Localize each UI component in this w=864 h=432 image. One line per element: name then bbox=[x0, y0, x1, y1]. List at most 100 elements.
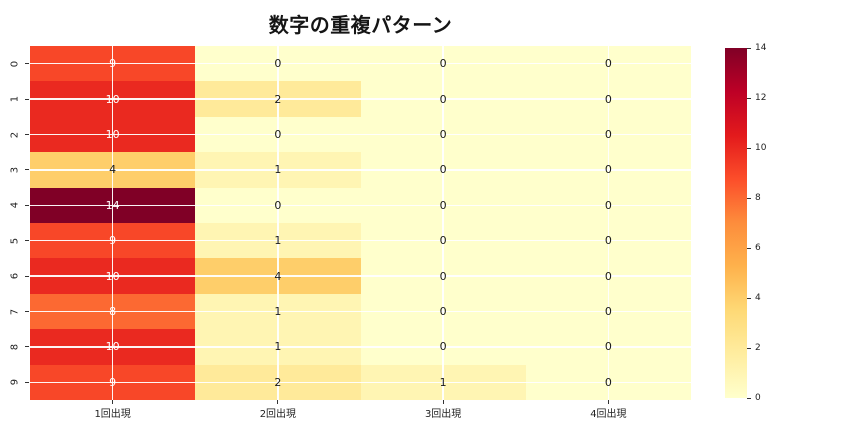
colorbar-tick-mark bbox=[747, 197, 751, 199]
y-tick-label: 3 bbox=[9, 166, 21, 174]
cell-value: 9 bbox=[109, 57, 117, 71]
cell-value: 14 bbox=[105, 198, 120, 212]
cell-value: 4 bbox=[109, 163, 117, 177]
colorbar-tick-mark bbox=[747, 297, 751, 299]
cell-value: 0 bbox=[274, 198, 282, 212]
x-tick-label: 2回出現 bbox=[259, 409, 297, 420]
cell-value: 0 bbox=[604, 375, 612, 389]
cell-value: 0 bbox=[604, 234, 612, 248]
cell-value: 0 bbox=[439, 340, 447, 354]
colorbar-tick-label: 8 bbox=[755, 193, 761, 203]
colorbar-tick-label: 6 bbox=[755, 243, 761, 253]
cell-value: 1 bbox=[274, 304, 282, 318]
colorbar bbox=[725, 48, 747, 398]
cell-value: 0 bbox=[439, 234, 447, 248]
x-tick-label: 1回出現 bbox=[94, 409, 131, 420]
cell-value: 4 bbox=[274, 269, 282, 283]
cell-value: 0 bbox=[604, 269, 612, 283]
cell-value: 8 bbox=[109, 304, 117, 318]
gridline-horizontal bbox=[30, 275, 691, 277]
y-tick-mark bbox=[25, 169, 29, 171]
cell-value: 0 bbox=[604, 304, 612, 318]
cell-value: 2 bbox=[274, 375, 282, 389]
cell-value: 0 bbox=[439, 198, 447, 212]
gridline-vertical bbox=[442, 46, 444, 400]
cell-value: 0 bbox=[604, 57, 612, 71]
x-tick-mark bbox=[442, 400, 444, 404]
colorbar-tick-label: 2 bbox=[755, 343, 761, 353]
gridline-horizontal bbox=[30, 98, 691, 100]
y-tick-mark bbox=[25, 63, 29, 65]
gridline-horizontal bbox=[30, 346, 691, 348]
colorbar-tick-label: 4 bbox=[755, 293, 761, 303]
colorbar-tick-label: 14 bbox=[755, 43, 767, 53]
colorbar-tick-mark bbox=[747, 147, 751, 149]
colorbar-tick-label: 10 bbox=[755, 143, 767, 153]
x-tick-mark bbox=[607, 400, 609, 404]
colorbar-tick-mark bbox=[747, 347, 751, 349]
cell-value: 0 bbox=[604, 163, 612, 177]
cell-value: 1 bbox=[274, 340, 282, 354]
cell-value: 10 bbox=[105, 340, 120, 354]
cell-value: 0 bbox=[439, 304, 447, 318]
gridline-vertical bbox=[607, 46, 610, 400]
y-tick-label: 1 bbox=[9, 95, 21, 103]
chart-title: 数字の重複パターン bbox=[268, 13, 453, 37]
y-tick-label: 8 bbox=[9, 343, 21, 351]
cell-value: 10 bbox=[105, 269, 120, 283]
y-tick-label: 5 bbox=[9, 237, 21, 244]
gridline-horizontal bbox=[30, 310, 691, 313]
cell-value: 0 bbox=[274, 127, 282, 141]
colorbar-tick-mark bbox=[747, 247, 751, 249]
cell-value: 0 bbox=[274, 57, 282, 71]
gridline-horizontal bbox=[30, 133, 691, 136]
cell-value: 0 bbox=[604, 92, 612, 106]
cell-value: 1 bbox=[274, 234, 282, 248]
cell-value: 0 bbox=[439, 163, 447, 177]
y-tick-mark bbox=[25, 204, 29, 206]
y-tick-mark bbox=[25, 275, 29, 277]
colorbar-tick-mark bbox=[747, 97, 751, 99]
cell-value: 10 bbox=[105, 92, 120, 106]
colorbar-tick-mark bbox=[747, 47, 751, 49]
y-tick-mark bbox=[25, 98, 29, 100]
x-tick-label: 3回出現 bbox=[424, 409, 462, 420]
y-tick-label: 9 bbox=[9, 379, 21, 386]
y-tick-label: 2 bbox=[9, 131, 21, 138]
y-tick-mark bbox=[25, 346, 29, 348]
plot-area: 9 0 0 0 10 2 0 0 10 0 0 0 4 1 0 0 14 0 0 0 9 1 0 0 10 4 0 0 8 1 0 0 10 1 0… bbox=[30, 46, 691, 400]
cell-value: 9 bbox=[109, 375, 117, 389]
gridline-horizontal bbox=[30, 62, 691, 65]
x-tick-mark bbox=[112, 400, 114, 404]
cell-value: 1 bbox=[439, 375, 447, 389]
y-tick-mark bbox=[25, 240, 29, 242]
y-tick-mark bbox=[25, 381, 29, 383]
gridline-horizontal bbox=[30, 239, 691, 242]
x-tick-mark bbox=[277, 400, 279, 404]
cell-value: 0 bbox=[439, 127, 447, 141]
gridline-horizontal bbox=[30, 169, 691, 171]
cell-value: 0 bbox=[604, 340, 612, 354]
gridline-horizontal bbox=[30, 381, 691, 384]
y-tick-mark bbox=[25, 311, 29, 312]
colorbar-tick-label: 12 bbox=[755, 93, 767, 103]
cell-value: 1 bbox=[274, 163, 282, 177]
cell-value: 0 bbox=[604, 127, 612, 141]
cell-value: 9 bbox=[109, 234, 117, 248]
y-tick-label: 7 bbox=[9, 308, 21, 315]
cell-value: 0 bbox=[439, 57, 447, 71]
colorbar-tick-label: 0 bbox=[755, 393, 761, 403]
gridline-vertical bbox=[277, 46, 279, 400]
gridline-horizontal bbox=[30, 204, 691, 207]
y-tick-label: 0 bbox=[9, 60, 21, 67]
cell-value: 10 bbox=[105, 127, 120, 141]
cell-value: 0 bbox=[439, 92, 447, 106]
x-tick-label: 4回出現 bbox=[590, 409, 627, 420]
gridline-vertical bbox=[111, 46, 114, 400]
cell-value: 2 bbox=[274, 92, 282, 106]
y-tick-label: 4 bbox=[9, 202, 21, 209]
colorbar-tick-mark bbox=[747, 397, 751, 399]
cell-value: 0 bbox=[439, 269, 447, 283]
y-tick-mark bbox=[25, 134, 29, 135]
